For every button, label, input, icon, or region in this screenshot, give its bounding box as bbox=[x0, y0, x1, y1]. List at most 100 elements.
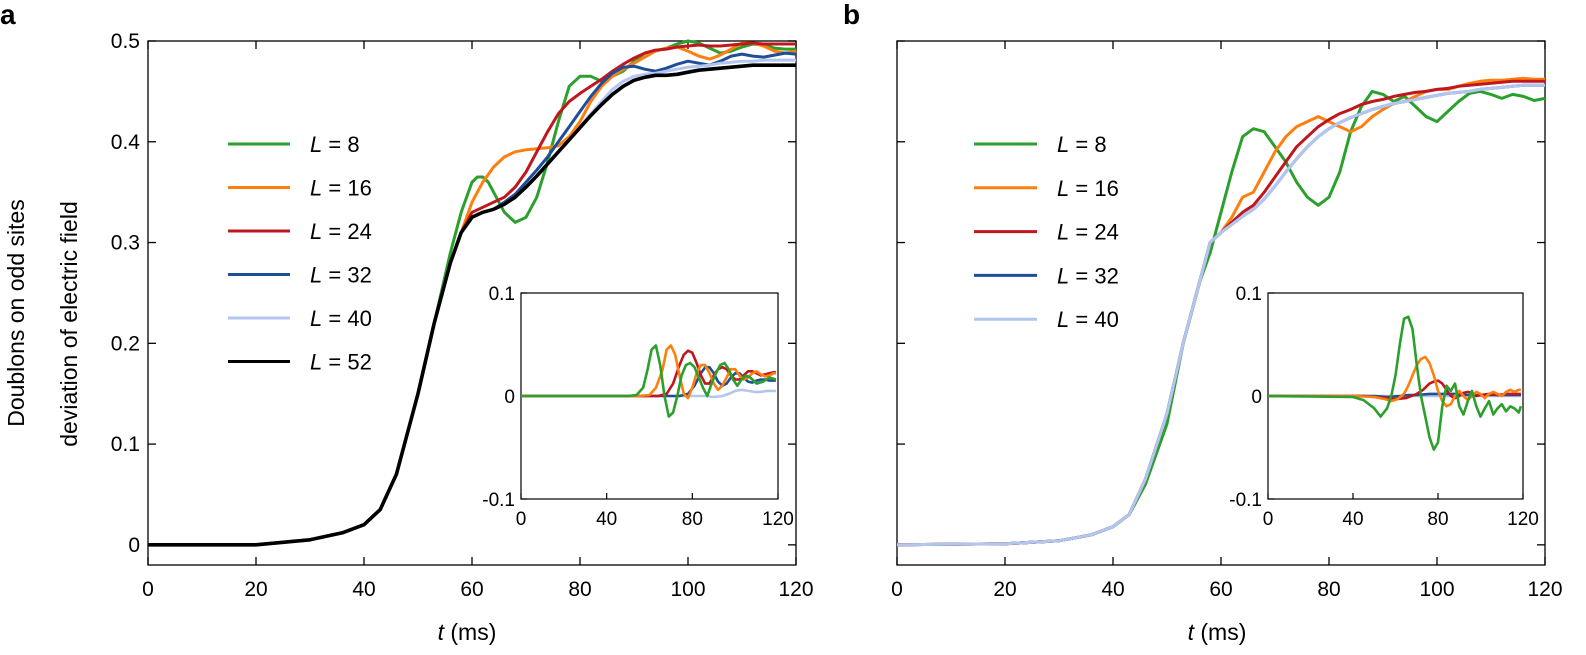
panel-a-x-tick-label: 20 bbox=[244, 578, 267, 601]
panel-b-x-label-unit: (ms) bbox=[1194, 619, 1246, 645]
panel-a-y-tick-label: 0.4 bbox=[111, 131, 141, 154]
panel-b-x-tick-label: 120 bbox=[1527, 578, 1562, 601]
panel-a-inset-x-tick-label: 0 bbox=[516, 509, 527, 530]
legend-value: 8 bbox=[1094, 132, 1106, 157]
legend-eq: = bbox=[1069, 132, 1094, 157]
legend-value: 8 bbox=[347, 132, 359, 157]
legend-value: 16 bbox=[1094, 176, 1118, 201]
panel-a-inset-ticks: 0 40 80 120-0.100.1 bbox=[482, 284, 794, 530]
panel-a-x-label-var: t bbox=[438, 619, 446, 645]
panel-a-legend: L = 8L = 16L = 24L = 32L = 40L = 52 bbox=[228, 132, 372, 375]
panel-a-inset-y-tick-label: 0.1 bbox=[489, 284, 515, 305]
panel-b-ticks: 0 20 40 60 80 100 120 bbox=[891, 40, 1563, 601]
panel-b-inset-series-L8 bbox=[1267, 315, 1523, 451]
legend-eq: = bbox=[322, 263, 347, 288]
y-axis-label-line2: deviation of electric field bbox=[56, 201, 82, 446]
panel-a-legend-label: L = 32 bbox=[310, 263, 372, 288]
panel-b-legend: L = 8L = 16L = 24L = 32L = 40 bbox=[974, 132, 1119, 332]
panel-a-inset-series bbox=[521, 344, 777, 418]
panel-a-legend-label: L = 24 bbox=[310, 219, 372, 244]
panel-a-legend-label: L = 16 bbox=[310, 176, 372, 201]
panel-a-y-tick-label: 0.5 bbox=[111, 30, 140, 53]
legend-var: L bbox=[310, 263, 322, 288]
panel-a-inset-x-tick-label: 40 bbox=[596, 509, 617, 530]
panel-b-legend-label: L = 40 bbox=[1057, 307, 1119, 332]
panel-a-x-tick-label: 120 bbox=[778, 578, 813, 601]
panel-a-x-tick-label: 60 bbox=[460, 578, 483, 601]
panel-a-legend-label: L = 40 bbox=[310, 306, 372, 331]
panel-a-x-tick-label: 40 bbox=[352, 578, 375, 601]
panel-b-x-tick-label: 60 bbox=[1209, 578, 1232, 601]
panel-a-legend-label: L = 8 bbox=[310, 132, 360, 157]
panel-b-x-tick-label: 80 bbox=[1317, 578, 1340, 601]
panel-b-x-tick-label: 40 bbox=[1101, 578, 1124, 601]
panel-b: 0 20 40 60 80 100 120 t (ms) L = 8L = 16L = 24… bbox=[891, 40, 1563, 645]
y-axis-label-line1: Doublons on odd sites bbox=[3, 199, 29, 427]
legend-eq: = bbox=[1069, 307, 1094, 332]
legend-var: L bbox=[310, 350, 322, 375]
legend-eq: = bbox=[322, 176, 347, 201]
panel-b-legend-label: L = 16 bbox=[1057, 176, 1119, 201]
panel-a-x-tick-label: 80 bbox=[568, 578, 591, 601]
panel-b-letter: b bbox=[843, 0, 860, 30]
panel-a-inset-x-tick-label: 120 bbox=[762, 509, 794, 530]
panel-a-y-tick-label: 0.2 bbox=[111, 332, 140, 355]
legend-var: L bbox=[310, 176, 322, 201]
legend-var: L bbox=[1057, 263, 1069, 288]
legend-value: 24 bbox=[347, 219, 371, 244]
legend-eq: = bbox=[322, 350, 347, 375]
panel-a-series bbox=[148, 39, 797, 547]
panel-a-y-tick-label: 0.1 bbox=[111, 433, 140, 456]
legend-value: 16 bbox=[347, 176, 371, 201]
legend-value: 32 bbox=[1094, 263, 1118, 288]
legend-eq: = bbox=[322, 306, 347, 331]
panel-a-inset: 0 40 80 120-0.100.1 bbox=[482, 284, 794, 530]
legend-value: 40 bbox=[347, 306, 371, 331]
legend-var: L bbox=[1057, 176, 1069, 201]
panel-a-x-tick-label: 0 bbox=[142, 578, 154, 601]
legend-var: L bbox=[1057, 220, 1069, 245]
panel-a-series-L52 bbox=[148, 63, 796, 547]
panel-b-x-tick-label: 20 bbox=[993, 578, 1016, 601]
panel-a-letter: a bbox=[0, 0, 16, 30]
panel-b-inset-y-tick-label: 0.1 bbox=[1236, 284, 1262, 305]
panel-b-inset-x-tick-label: 80 bbox=[1427, 509, 1448, 530]
panel-a-inset-x-tick-label: 80 bbox=[682, 509, 703, 530]
legend-var: L bbox=[310, 219, 322, 244]
panel-b-inset-y-tick-label: 0 bbox=[1251, 387, 1262, 408]
panel-a-inset-series-L8 bbox=[521, 344, 777, 418]
panel-a-x-label: t (ms) bbox=[438, 619, 497, 645]
panel-b-series-L40 bbox=[896, 83, 1545, 547]
panel-a-inset-y-tick-label: 0 bbox=[504, 387, 515, 408]
panel-a-x-tick-label: 100 bbox=[670, 578, 705, 601]
panel-b-inset-y-tick-label: -0.1 bbox=[1229, 490, 1262, 511]
panel-b-x-label-var: t bbox=[1188, 619, 1196, 645]
panel-b-x-label: t (ms) bbox=[1188, 619, 1247, 645]
panel-a-y-tick-label: 0.3 bbox=[111, 232, 140, 255]
panel-b-x-tick-label: 100 bbox=[1419, 578, 1454, 601]
legend-eq: = bbox=[1069, 263, 1094, 288]
panel-a-inset-y-tick-label: -0.1 bbox=[482, 490, 515, 511]
legend-var: L bbox=[1057, 307, 1069, 332]
panel-b-inset-series bbox=[1267, 315, 1523, 451]
legend-value: 40 bbox=[1094, 307, 1118, 332]
panel-a-x-label-unit: (ms) bbox=[444, 619, 496, 645]
legend-var: L bbox=[310, 306, 322, 331]
panel-a-legend-label: L = 52 bbox=[310, 350, 372, 375]
legend-var: L bbox=[310, 132, 322, 157]
panel-b-series-L8 bbox=[896, 89, 1546, 547]
panel-b-series bbox=[896, 76, 1546, 547]
legend-value: 24 bbox=[1094, 220, 1118, 245]
panel-b-inset-x-tick-label: 120 bbox=[1507, 509, 1539, 530]
legend-eq: = bbox=[322, 132, 347, 157]
panel-a-y-tick-label: 0 bbox=[128, 534, 140, 557]
panel-b-legend-label: L = 24 bbox=[1057, 220, 1119, 245]
panel-b-legend-label: L = 8 bbox=[1057, 132, 1107, 157]
legend-value: 52 bbox=[347, 350, 371, 375]
panel-b-inset-x-tick-label: 0 bbox=[1263, 509, 1274, 530]
legend-eq: = bbox=[322, 219, 347, 244]
legend-value: 32 bbox=[347, 263, 371, 288]
